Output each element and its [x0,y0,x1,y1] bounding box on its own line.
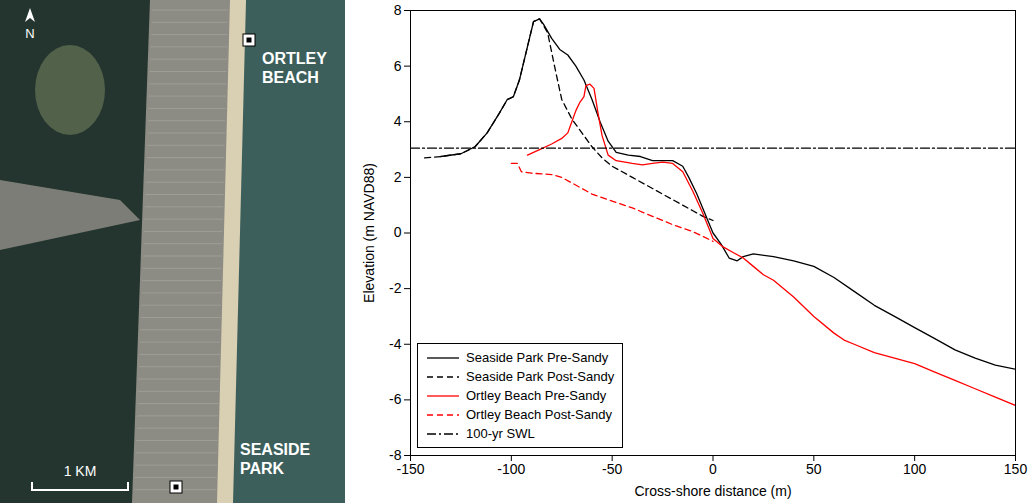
svg-text:150: 150 [1004,461,1028,477]
svg-text:-150: -150 [396,461,424,477]
svg-text:Cross-shore distance (m): Cross-shore distance (m) [634,483,791,499]
svg-text:-100: -100 [497,461,525,477]
svg-text:-4: -4 [389,336,402,352]
html-text:Ortley Beach Pre-Sandy: Ortley Beach Pre-Sandy [466,388,607,403]
svg-text:-6: -6 [389,391,402,407]
svg-text:ORTLEYBEACH: ORTLEYBEACH [262,50,327,86]
svg-text:1 KM: 1 KM [64,463,97,479]
svg-text:Elevation (m NAVD88): Elevation (m NAVD88) [361,163,377,303]
html-text:Seaside Park Pre-Sandy: Seaside Park Pre-Sandy [466,350,609,365]
svg-text:2: 2 [394,169,402,185]
svg-text:-8: -8 [389,447,402,463]
svg-text:4: 4 [394,113,402,129]
html-text:Ortley Beach Post-Sandy: Ortley Beach Post-Sandy [466,407,612,422]
svg-text:0: 0 [709,461,717,477]
svg-text:-50: -50 [602,461,622,477]
svg-text:N: N [25,26,34,41]
svg-text:SEASIDEPARK: SEASIDEPARK [240,441,311,477]
svg-text:-2: -2 [389,280,402,296]
html-text:Seaside Park Post-Sandy: Seaside Park Post-Sandy [466,369,615,384]
svg-text:50: 50 [806,461,822,477]
svg-text:100: 100 [903,461,927,477]
html-text:100-yr SWL: 100-yr SWL [466,426,535,441]
svg-text:0: 0 [394,224,402,240]
svg-text:8: 8 [394,2,402,18]
svg-text:6: 6 [394,58,402,74]
